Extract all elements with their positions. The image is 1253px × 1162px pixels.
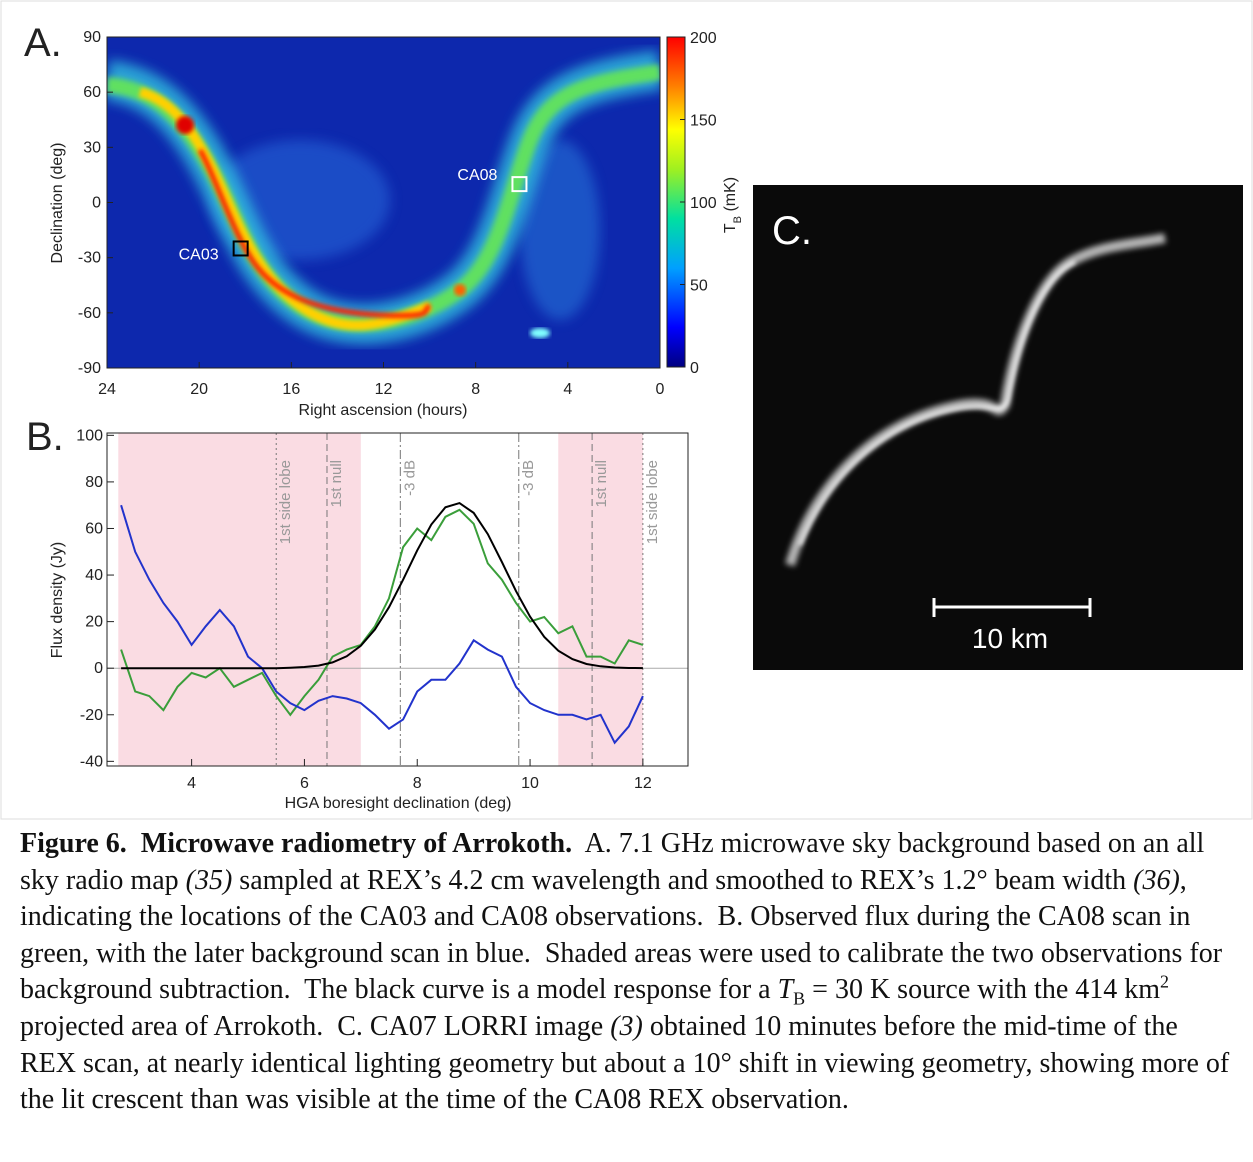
- x-tick-label: 10: [521, 775, 539, 792]
- x-tick-label: 4: [563, 381, 572, 398]
- arrokoth-crescent: [785, 233, 1166, 567]
- y-tick-label: -40: [80, 753, 103, 770]
- reference-label: -3 dB: [520, 460, 537, 496]
- colorbar-tick-label: 50: [690, 278, 708, 295]
- caption-text: projected area of Arrokoth. C. CA07 LORR…: [20, 974, 1177, 1042]
- y-tick-label: 90: [83, 29, 101, 46]
- x-tick-label: 12: [634, 775, 652, 792]
- figure-caption: Figure 6. Microwave radiometry of Arroko…: [20, 826, 1235, 1119]
- y-tick-label: -30: [78, 250, 101, 267]
- caption-text: (36): [1133, 864, 1180, 896]
- colorbar-label-sub: B: [732, 216, 744, 223]
- observation-box: [511, 176, 528, 193]
- caption-text: 2: [1160, 972, 1170, 993]
- scale-bar-label: 10 km: [972, 623, 1048, 654]
- colorbar-tick-label: 200: [690, 30, 717, 47]
- caption-text: obtained 10 minutes before the mid-time …: [20, 1010, 1237, 1116]
- colorbar-tick-label: 100: [690, 195, 717, 212]
- panel-label: A.: [24, 21, 62, 65]
- x-axis-label: HGA boresight declination (deg): [285, 795, 512, 812]
- panel-label: C.: [772, 209, 812, 253]
- calibration-region: [558, 433, 643, 766]
- x-tick-label: 0: [656, 381, 665, 398]
- data-line: [120, 504, 644, 745]
- y-tick-label: 0: [94, 660, 103, 677]
- y-tick-label: -60: [78, 305, 101, 322]
- x-tick-label: 8: [413, 775, 422, 792]
- lorri-image: [753, 185, 1243, 670]
- axes-frame: [106, 432, 689, 767]
- caption-text: , indicating the locations of the CA03 a…: [20, 864, 1230, 1006]
- caption-text: = 30 K source with the 414 km: [805, 974, 1161, 1006]
- y-tick-label: 40: [85, 567, 103, 584]
- x-axis-label: Right ascension (hours): [299, 402, 468, 419]
- observation-label: CA08: [457, 167, 497, 184]
- y-tick-label: 100: [76, 427, 103, 444]
- x-tick-label: 16: [282, 381, 300, 398]
- y-tick-label: 60: [83, 84, 101, 101]
- data-line: [121, 502, 643, 670]
- colorbar-label: TB (mK): [722, 177, 744, 233]
- reference-label: 1st null: [593, 460, 610, 508]
- data-line: [120, 508, 644, 717]
- y-tick-label: 60: [85, 520, 103, 537]
- x-tick-label: 24: [98, 381, 116, 398]
- colorbar-label-main: T: [722, 223, 739, 233]
- y-axis-label: Declination (deg): [49, 143, 66, 264]
- colorbar-tick-label: 0: [690, 360, 699, 377]
- caption-text: T: [777, 974, 794, 1006]
- caption-text: Figure 6. Microwave radiometry of Arroko…: [20, 828, 573, 859]
- x-tick-label: 12: [375, 381, 393, 398]
- y-tick-label: -20: [80, 707, 103, 724]
- y-tick-label: 20: [85, 614, 103, 631]
- colorbar-tick-label: 150: [690, 113, 717, 130]
- frame: [0, 0, 1253, 820]
- y-tick-label: -90: [78, 360, 101, 377]
- x-tick-label: 4: [187, 775, 196, 792]
- y-axis-label: Flux density (Jy): [49, 542, 66, 658]
- caption-text: sampled at REX’s 4.2 cm wavelength and s…: [232, 864, 1134, 896]
- x-tick-label: 6: [300, 775, 309, 792]
- caption-text: B: [793, 988, 806, 1009]
- y-tick-label: 30: [83, 139, 101, 156]
- panel-label: B.: [26, 415, 64, 459]
- y-tick-label: 80: [85, 474, 103, 491]
- figure: 10 km C. A. B. Right ascension (hours) D…: [0, 0, 1253, 820]
- scale-bar: [932, 598, 1092, 617]
- caption-text: A. 7.1 GHz microwave sky background base…: [20, 828, 1212, 896]
- reference-label: -3 dB: [401, 460, 418, 496]
- reference-label: 1st side lobe: [644, 460, 661, 544]
- caption-text: (3): [610, 1010, 643, 1042]
- observation-label: CA03: [179, 246, 219, 263]
- sky-map: [107, 37, 660, 368]
- x-tick-label: 20: [190, 381, 208, 398]
- y-tick-label: 0: [92, 195, 101, 212]
- reference-label: 1st side lobe: [277, 460, 294, 544]
- observation-box: [232, 240, 249, 257]
- x-tick-label: 8: [471, 381, 480, 398]
- colorbar-label-unit: (mK): [722, 177, 739, 216]
- reference-label: 1st null: [328, 460, 345, 508]
- caption-text: (35): [185, 864, 233, 896]
- calibration-region: [118, 433, 361, 766]
- plot-area: [107, 433, 688, 766]
